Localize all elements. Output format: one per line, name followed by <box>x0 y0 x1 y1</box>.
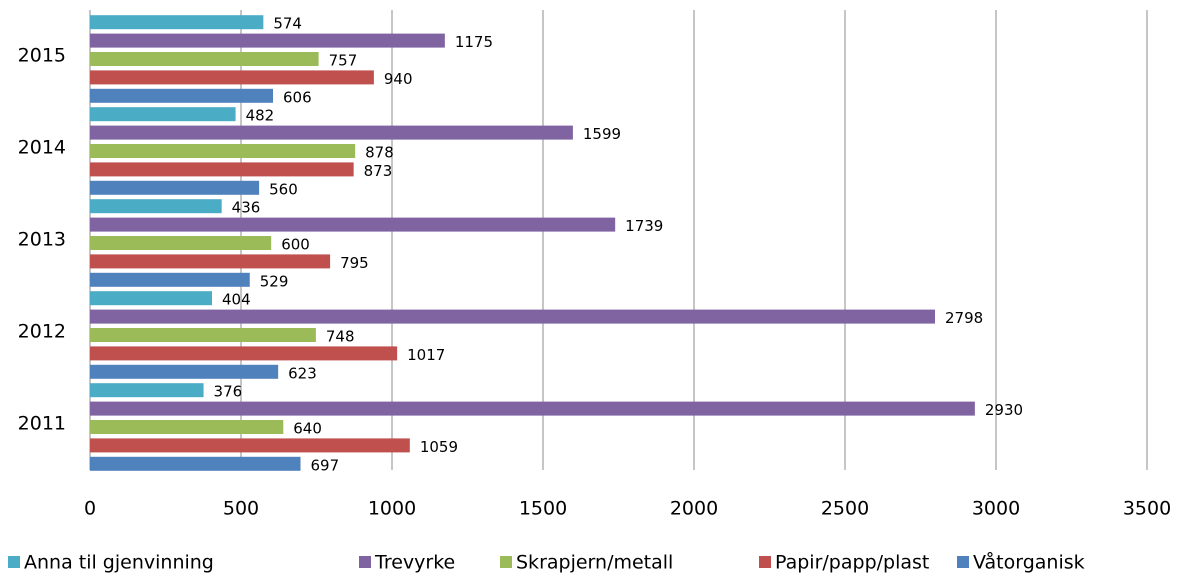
y-tick-label: 2015 <box>18 45 66 67</box>
bar <box>90 346 398 361</box>
bar <box>90 162 354 177</box>
value-label: 873 <box>364 162 393 180</box>
value-label: 1175 <box>455 33 493 51</box>
bar <box>90 199 222 214</box>
value-label: 1059 <box>420 438 458 456</box>
legend-swatch <box>359 556 371 568</box>
value-label: 1017 <box>407 346 445 364</box>
x-tick-label: 2000 <box>670 498 718 520</box>
legend-swatch <box>500 556 512 568</box>
bar <box>90 88 274 103</box>
value-label: 697 <box>310 456 339 474</box>
value-label: 404 <box>222 291 251 309</box>
bar <box>90 15 264 30</box>
value-label: 878 <box>365 144 394 162</box>
legend-label: Anna til gjenvinning <box>24 552 214 574</box>
value-label: 757 <box>329 52 358 70</box>
x-tick-label: 2500 <box>821 498 869 520</box>
y-tick-label: 2013 <box>18 229 66 251</box>
x-tick-label: 0 <box>84 498 96 520</box>
value-label: 606 <box>283 88 312 106</box>
value-label: 623 <box>288 364 317 382</box>
value-label: 1599 <box>583 125 621 143</box>
value-label: 748 <box>326 328 355 346</box>
legend-label: Papir/papp/plast <box>775 552 929 574</box>
bar <box>90 364 279 379</box>
legend-label: Våtorganisk <box>973 551 1085 574</box>
bar <box>90 254 331 269</box>
x-tick-label: 1000 <box>368 498 416 520</box>
legend-label: Skrapjern/metall <box>516 552 673 574</box>
bar <box>90 420 284 434</box>
bar <box>90 70 374 85</box>
bar <box>90 107 236 122</box>
bar <box>90 456 301 471</box>
y-tick-label: 2014 <box>18 137 66 159</box>
value-label: 2930 <box>985 401 1023 419</box>
value-label: 482 <box>246 107 275 125</box>
bar <box>90 144 356 158</box>
value-label: 529 <box>260 272 289 290</box>
value-label: 640 <box>293 420 322 438</box>
bar <box>90 401 975 416</box>
value-label: 574 <box>273 15 302 33</box>
legend-swatch <box>957 556 969 568</box>
value-label: 600 <box>281 236 310 254</box>
bar <box>90 236 272 250</box>
value-label: 795 <box>340 254 369 272</box>
bar <box>90 291 213 306</box>
bar <box>90 52 319 66</box>
value-label: 940 <box>384 70 413 88</box>
value-label: 436 <box>232 199 261 217</box>
bar <box>90 125 573 140</box>
legend-swatch <box>759 556 771 568</box>
value-label: 560 <box>269 180 298 198</box>
x-tick-label: 3000 <box>972 498 1020 520</box>
bar <box>90 309 935 324</box>
bar <box>90 383 204 398</box>
bar <box>90 328 316 342</box>
legend-swatch <box>8 556 20 568</box>
legend-label: Trevyrke <box>374 552 455 574</box>
x-tick-label: 1500 <box>519 498 567 520</box>
bar <box>90 438 410 453</box>
y-tick-label: 2011 <box>18 413 66 435</box>
y-tick-label: 2012 <box>18 321 66 343</box>
value-label: 376 <box>214 383 243 401</box>
bar <box>90 217 616 232</box>
x-tick-label: 500 <box>223 498 259 520</box>
bar <box>90 180 260 195</box>
value-label: 1739 <box>625 217 663 235</box>
value-label: 2798 <box>945 309 983 327</box>
bar <box>90 272 250 287</box>
bar <box>90 33 445 48</box>
x-tick-label: 3500 <box>1123 498 1171 520</box>
